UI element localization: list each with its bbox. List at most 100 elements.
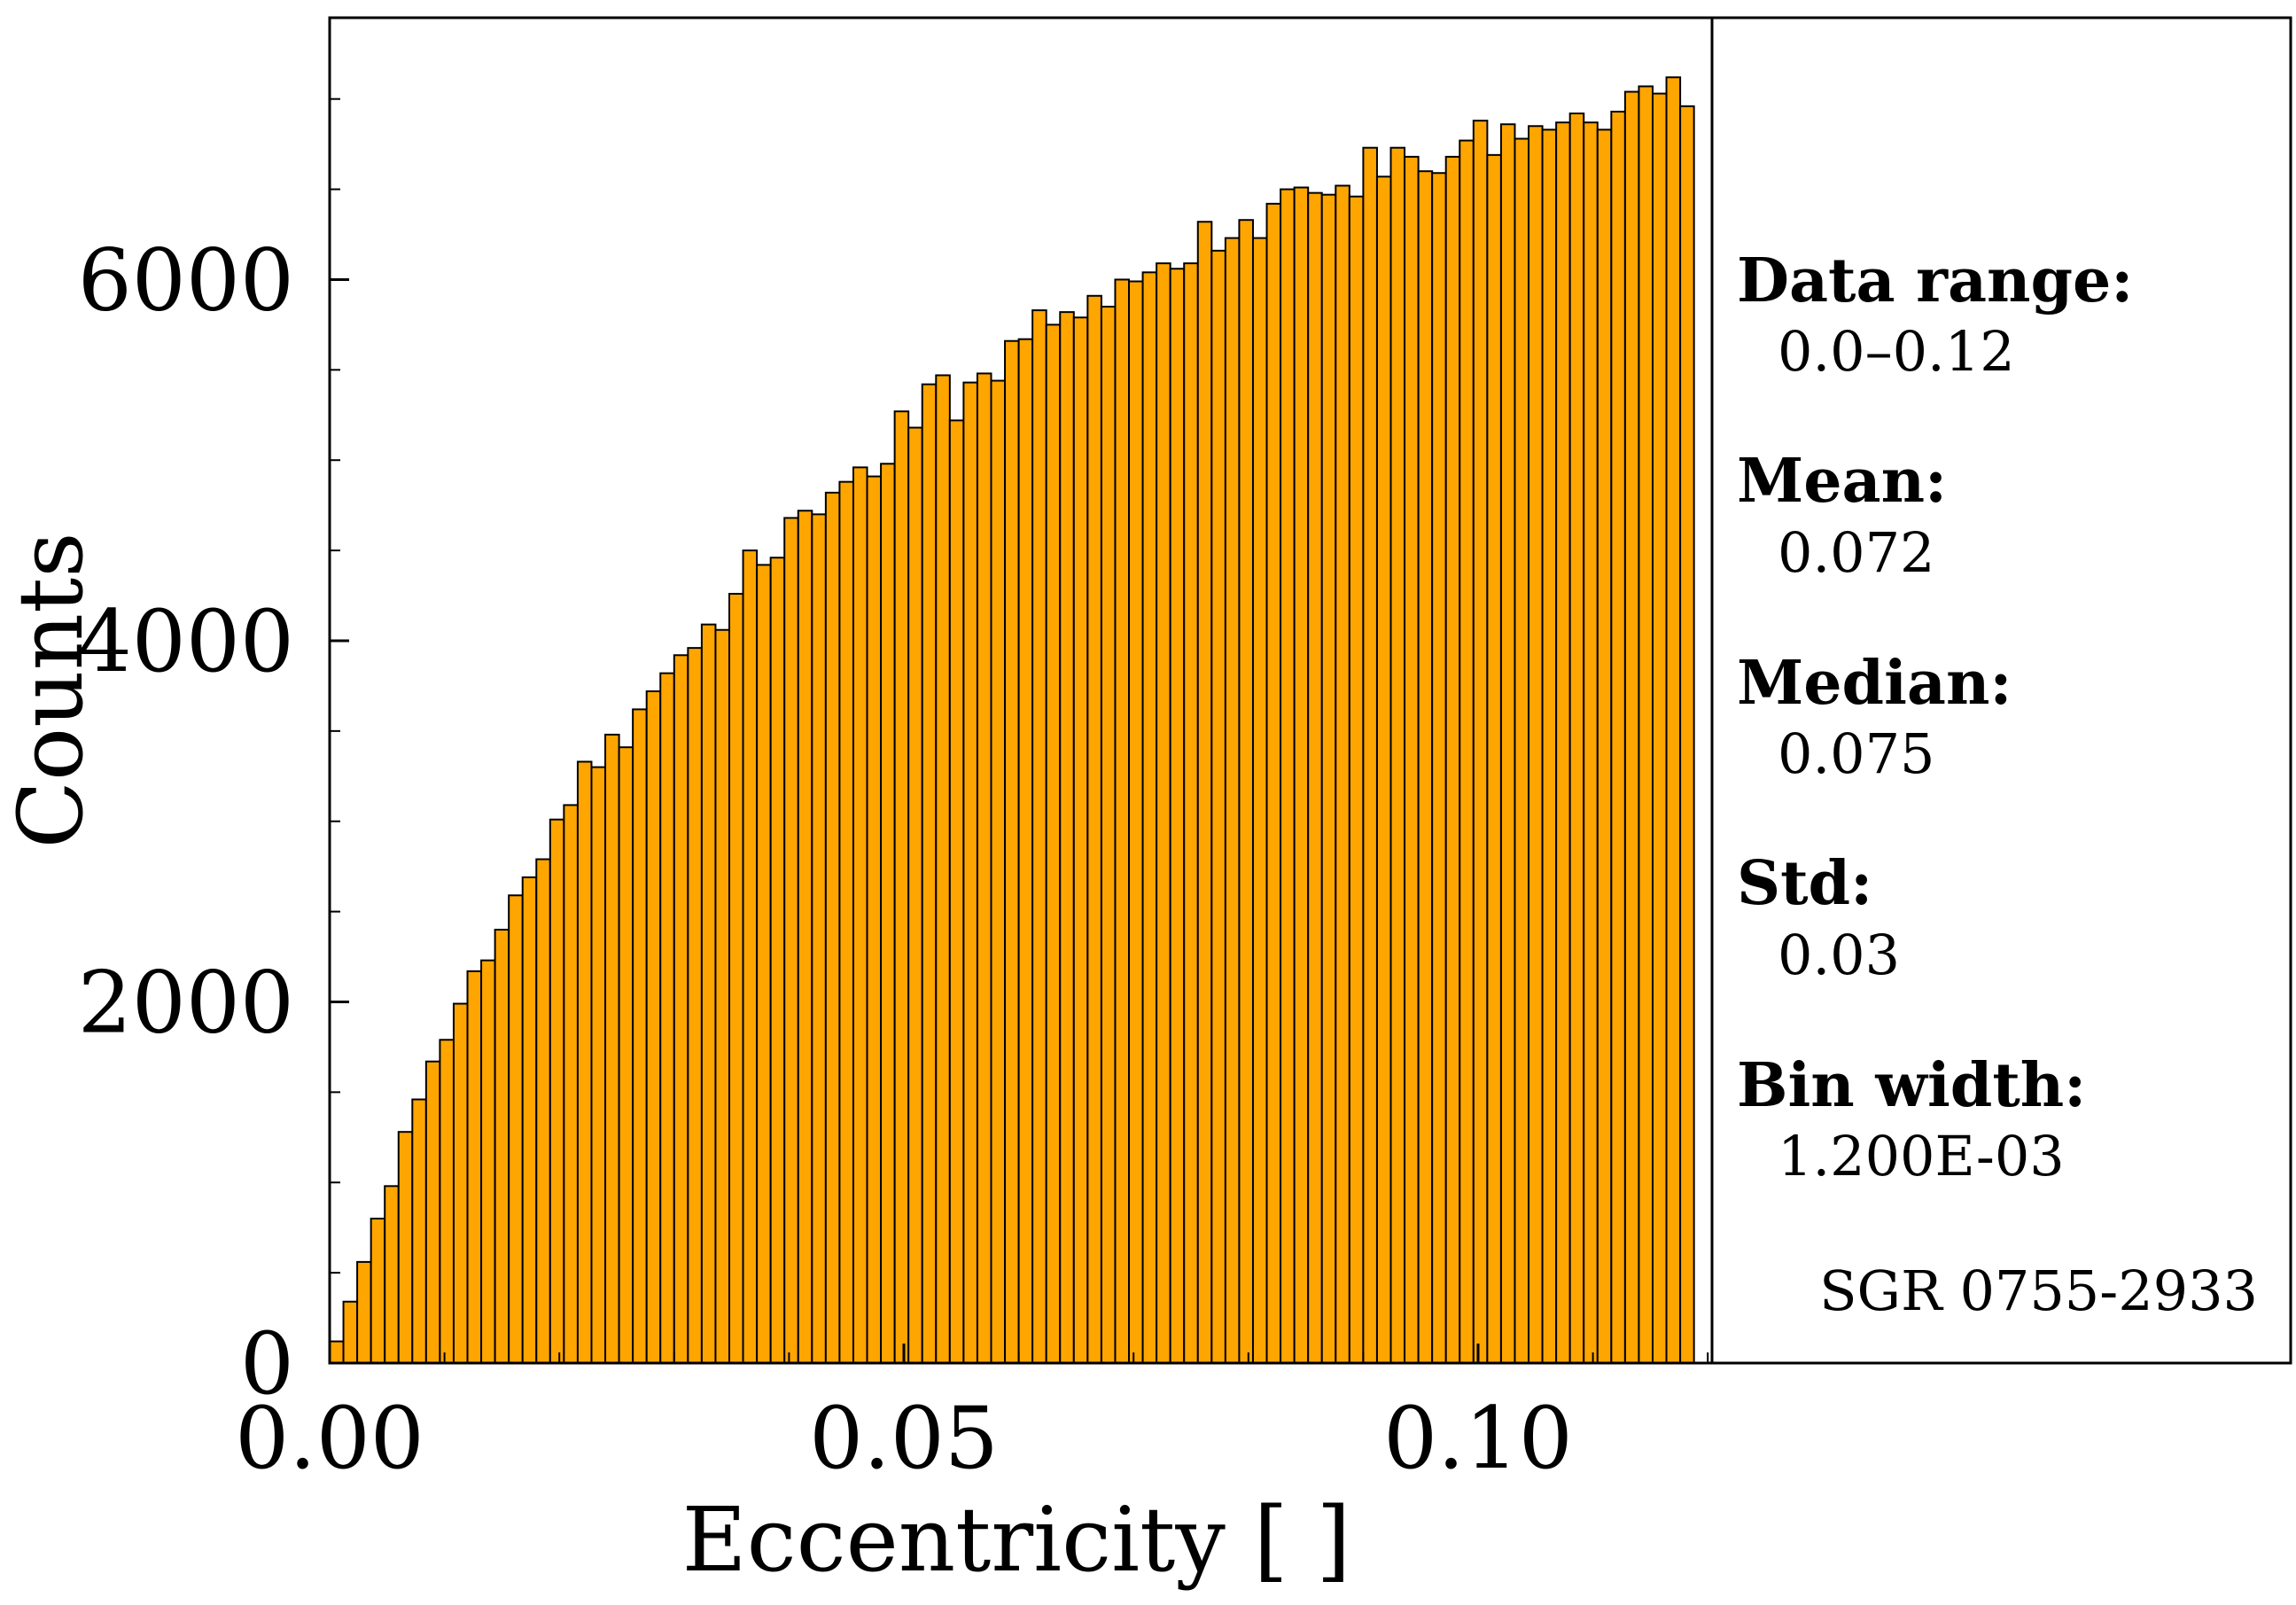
histogram-bar	[1568, 112, 1585, 1365]
histogram-bar	[1307, 191, 1323, 1364]
y-tick-label: 2000	[78, 953, 294, 1052]
histogram-bar	[466, 970, 483, 1364]
histogram-bar	[1541, 129, 1558, 1365]
histogram-bar	[549, 818, 565, 1364]
histogram-bar	[1514, 137, 1530, 1364]
histogram-bar	[1280, 188, 1296, 1365]
histogram-bar	[342, 1300, 359, 1364]
histogram-bar	[1114, 278, 1131, 1365]
stat-value-std: 0.03	[1778, 923, 1900, 987]
x-tick-label: 0.10	[1383, 1389, 1573, 1488]
histogram-bar	[1141, 271, 1158, 1364]
stats-panel: Data range: 0.0–0.12 Mean: 0.072 Median:…	[1737, 245, 2258, 1323]
histogram-bar	[976, 372, 992, 1364]
source-label: SGR 0755-2933	[1819, 1258, 2258, 1323]
histogram-bar	[1431, 172, 1447, 1365]
histogram-bar	[329, 1340, 345, 1365]
histogram-bar	[1224, 237, 1241, 1365]
histogram-bar	[880, 463, 896, 1364]
histogram-bar	[1210, 249, 1226, 1365]
histogram-bar	[1045, 323, 1062, 1364]
histogram-bar	[783, 517, 799, 1364]
histogram-bar	[1128, 280, 1144, 1364]
stat-value-mean: 0.072	[1778, 520, 1935, 585]
histogram-bar	[1265, 202, 1282, 1364]
histogram-bar	[1596, 129, 1613, 1365]
stat-label-std: Std:	[1737, 848, 1872, 919]
histogram-bar	[1404, 155, 1420, 1364]
histogram-bar	[907, 426, 923, 1364]
histogram-bar	[1183, 262, 1199, 1364]
histogram-bar	[1499, 123, 1516, 1365]
histogram-bar	[1362, 146, 1378, 1365]
histogram-bar	[1555, 121, 1571, 1364]
histogram-bar	[962, 381, 978, 1365]
histogram-bar	[769, 557, 786, 1364]
histogram-bar	[370, 1217, 386, 1364]
histogram-bar	[618, 746, 634, 1364]
histogram-bar	[632, 708, 648, 1364]
histogram-bar	[1583, 121, 1599, 1364]
histogram-bar	[480, 959, 496, 1364]
ticks-layer: 0.00 0.05 0.10 0 2000 4000 6000	[78, 97, 1709, 1488]
histogram-bar	[1679, 105, 1695, 1365]
histogram-bar	[1665, 76, 1682, 1365]
histogram-bar	[728, 592, 744, 1364]
histogram-bar	[1486, 153, 1502, 1365]
histogram-bar	[1444, 155, 1461, 1364]
histogram-bar	[452, 1002, 469, 1365]
histogram-bar	[797, 510, 813, 1364]
stat-value-median: 0.075	[1778, 721, 1935, 786]
stat-label-bin-width: Bin width:	[1737, 1050, 2086, 1121]
histogram-bar	[1651, 92, 1668, 1365]
histogram-bar	[1072, 316, 1089, 1364]
y-axis-label: Counts	[0, 532, 103, 848]
histogram-bar	[687, 647, 703, 1364]
histogram-bar	[1196, 221, 1213, 1364]
histogram-bar	[494, 928, 510, 1364]
histogram-bar	[1638, 85, 1654, 1364]
y-tick-label: 4000	[78, 592, 294, 691]
histogram-bar	[1017, 338, 1034, 1365]
histogram-bar	[1086, 294, 1102, 1364]
histogram-bar	[1251, 237, 1268, 1365]
histogram-bar	[673, 654, 689, 1364]
histogram-bar	[948, 419, 965, 1364]
histogram-bar	[893, 410, 910, 1365]
histogram-bar	[1169, 268, 1186, 1365]
histogram-bar	[1156, 262, 1171, 1364]
stat-value-bin-width: 1.200E-03	[1778, 1124, 2065, 1188]
histogram-bar	[1528, 125, 1544, 1364]
histogram-bar	[921, 383, 938, 1364]
histogram-bar	[1375, 175, 1392, 1364]
histogram-bar	[1100, 306, 1117, 1364]
y-tick-label: 0	[240, 1314, 294, 1414]
histogram-bar	[1389, 146, 1406, 1365]
histogram-bar	[1031, 309, 1047, 1365]
histogram-bar	[645, 690, 662, 1364]
histogram-bar	[1472, 120, 1489, 1364]
histogram-bar	[1610, 110, 1626, 1365]
histogram-bar	[576, 760, 593, 1364]
histogram-bar	[397, 1131, 414, 1364]
histogram-bar	[1059, 311, 1075, 1364]
x-tick-label: 0.05	[809, 1389, 999, 1488]
histogram-bar	[521, 876, 538, 1364]
histogram-bar	[439, 1039, 455, 1365]
histogram-bar	[824, 491, 841, 1364]
histogram-bar	[590, 766, 607, 1364]
histogram-bar	[742, 549, 759, 1364]
histogram-bar	[1320, 193, 1337, 1364]
histogram-bar	[1004, 339, 1020, 1365]
histogram-bar	[935, 374, 951, 1365]
stat-value-data-range: 0.0–0.12	[1778, 319, 2015, 384]
histogram-bar	[1459, 139, 1475, 1364]
histogram-bar	[535, 858, 551, 1364]
histogram-bar	[563, 804, 579, 1364]
histogram-bar	[714, 628, 731, 1364]
histogram-bar	[700, 623, 717, 1364]
histogram-bar	[1348, 195, 1365, 1365]
histogram-bar	[838, 480, 854, 1364]
histogram-bar	[604, 733, 620, 1364]
